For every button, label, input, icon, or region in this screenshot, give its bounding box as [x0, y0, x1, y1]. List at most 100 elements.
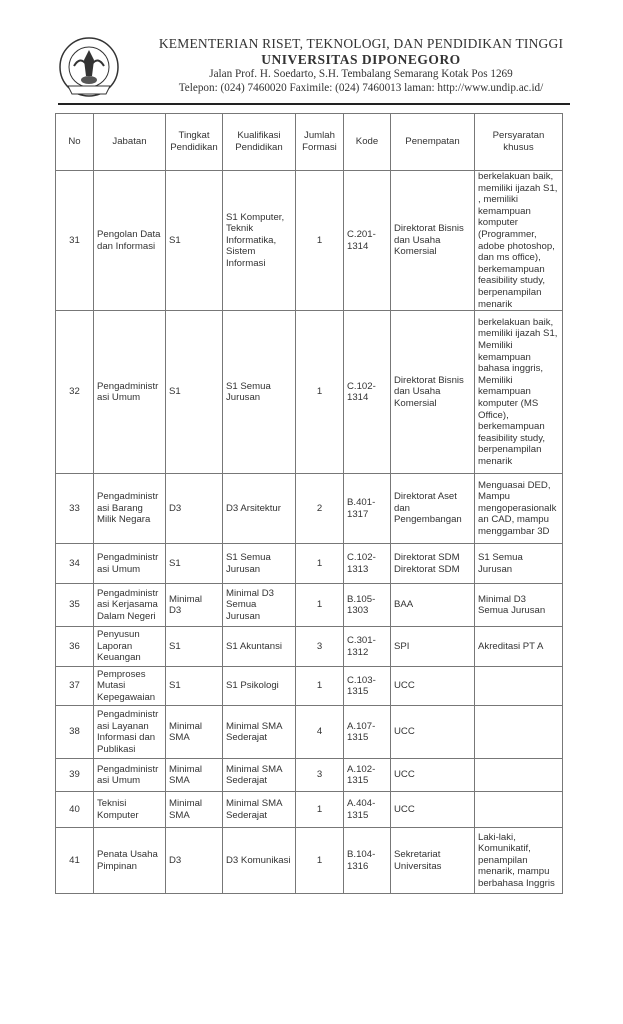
cell-kode: C.103- 1315 [343, 666, 391, 707]
header-divider [58, 103, 570, 105]
cell-kode: C.301- 1312 [343, 626, 391, 668]
cell-jumlah-formasi: 3 [295, 626, 344, 668]
cell-kualifikasi-pendidikan: Minimal SMA Sederajat [222, 758, 296, 793]
cell-tingkat-pendidikan: Minimal SMA [165, 705, 223, 760]
cell-kode: C.201- 1314 [343, 169, 391, 312]
cell-tingkat-pendidikan: Minimal D3 [165, 583, 223, 628]
cell-jumlah-formasi: 1 [295, 791, 344, 829]
contact-info: Telepon: (024) 7460020 Faximile: (024) 7… [178, 82, 544, 94]
cell-jabatan: Pengadministr asi Layanan Informasi dan … [93, 705, 166, 760]
cell-penempatan: UCC [390, 758, 475, 793]
cell-jumlah-formasi: 1 [295, 543, 344, 585]
cell-jabatan: Pengadministr asi Barang Milik Negara [93, 473, 166, 545]
cell-persyaratan-khusus: berkelakuan baik, memiliki ijazah S1, Me… [474, 310, 563, 475]
cell-persyaratan-khusus [474, 758, 563, 793]
cell-persyaratan-khusus [474, 791, 563, 829]
cell-kualifikasi-pendidikan: Minimal D3 Semua Jurusan [222, 583, 296, 628]
cell-tingkat-pendidikan: D3 [165, 473, 223, 545]
cell-no: 33 [55, 473, 94, 545]
cell-kualifikasi-pendidikan: S1 Psikologi [222, 666, 296, 707]
cell-kualifikasi-pendidikan: Minimal SMA Sederajat [222, 705, 296, 760]
cell-penempatan: UCC [390, 705, 475, 760]
cell-tingkat-pendidikan: S1 [165, 310, 223, 475]
cell-persyaratan-khusus: Akreditasi PT A [474, 626, 563, 668]
cell-kualifikasi-pendidikan: S1 Semua Jurusan [222, 310, 296, 475]
cell-persyaratan-khusus: Minimal D3 Semua Jurusan [474, 583, 563, 628]
cell-kode: B.104- 1316 [343, 827, 391, 895]
cell-kode: A.107- 1315 [343, 705, 391, 760]
cell-jumlah-formasi: 1 [295, 310, 344, 475]
cell-persyaratan-khusus [474, 666, 563, 707]
cell-kode: A.102- 1315 [343, 758, 391, 793]
cell-jumlah-formasi: 1 [295, 583, 344, 628]
table-row: 32 Pengadministr asi Umum S1 S1 Semua Jurus… [55, 310, 563, 475]
header-kode: Kode [343, 113, 391, 171]
cell-no: 31 [55, 169, 94, 312]
cell-jumlah-formasi: 1 [295, 666, 344, 707]
cell-jumlah-formasi: 1 [295, 169, 344, 312]
table-row: 38 Pengadministr asi Layanan Informasi da… [55, 705, 563, 760]
cell-tingkat-pendidikan: S1 [165, 666, 223, 707]
header-jumlah-formasi: Jumlah Formasi [295, 113, 344, 171]
cell-persyaratan-khusus [474, 705, 563, 760]
table-row: 36 Penyusun Laporan Keuangan S1 S1 Akuntans… [55, 626, 563, 668]
table-row: 31 Pengolan Data dan Informasi S1 S1 Komput… [55, 169, 563, 312]
cell-no: 40 [55, 791, 94, 829]
letterhead: KEMENTERIAN RISET, TEKNOLOGI, DAN PENDID… [40, 28, 600, 108]
cell-no: 41 [55, 827, 94, 895]
cell-penempatan: UCC [390, 666, 475, 707]
cell-jumlah-formasi: 3 [295, 758, 344, 793]
cell-jabatan: Penata Usaha Pimpinan [93, 827, 166, 895]
cell-no: 39 [55, 758, 94, 793]
cell-jabatan: Pengadministr asi Umum [93, 543, 166, 585]
cell-kode: B.401- 1317 [343, 473, 391, 545]
university-name: UNIVERSITAS DIPONEGORO [261, 52, 461, 67]
cell-kualifikasi-pendidikan: S1 Komputer, Teknik Informatika, Sistem … [222, 169, 296, 312]
cell-penempatan: Direktorat SDM Direktorat SDM [390, 543, 475, 585]
cell-no: 34 [55, 543, 94, 585]
cell-jabatan: Pengolan Data dan Informasi [93, 169, 166, 312]
cell-kode: A.404- 1315 [343, 791, 391, 829]
header-penempatan: Penempatan [390, 113, 475, 171]
cell-tingkat-pendidikan: Minimal SMA [165, 791, 223, 829]
cell-no: 35 [55, 583, 94, 628]
cell-kode: C.102- 1314 [343, 310, 391, 475]
cell-persyaratan-khusus: S1 Semua Jurusan [474, 543, 563, 585]
cell-penempatan: Direktorat Bisnis dan Usaha Komersial [390, 310, 475, 475]
cell-tingkat-pendidikan: S1 [165, 543, 223, 585]
cell-jabatan: Pengadministr asi Kerjasama Dalam Negeri [93, 583, 166, 628]
table-row: 37 Pemproses Mutasi Kepegawaian S1 S1 Psiko… [55, 666, 563, 707]
cell-persyaratan-khusus: Laki-laki, Komunikatif, penampilan menar… [474, 827, 563, 895]
cell-penempatan: Direktorat Aset dan Pengembangan [390, 473, 475, 545]
cell-no: 32 [55, 310, 94, 475]
cell-penempatan: Sekretariat Universitas [390, 827, 475, 895]
cell-persyaratan-khusus: Menguasai DED, Mampu mengoperasionalk an… [474, 473, 563, 545]
cell-no: 38 [55, 705, 94, 760]
cell-no: 36 [55, 626, 94, 668]
ministry-name: KEMENTERIAN RISET, TEKNOLOGI, DAN PENDID… [158, 36, 564, 51]
cell-tingkat-pendidikan: D3 [165, 827, 223, 895]
job-formation-table: No Jabatan Tingkat Pendidikan Kualifikasi P… [55, 113, 563, 895]
table-row: 40 Teknisi Komputer Minimal SMA Minimal SMA… [55, 791, 563, 829]
table-row: 41 Penata Usaha Pimpinan D3 D3 Komunikasi 1 B… [55, 827, 563, 895]
cell-penempatan: BAA [390, 583, 475, 628]
university-seal-logo [59, 37, 119, 97]
cell-kualifikasi-pendidikan: S1 Akuntansi [222, 626, 296, 668]
cell-tingkat-pendidikan: S1 [165, 169, 223, 312]
cell-jumlah-formasi: 4 [295, 705, 344, 760]
cell-tingkat-pendidikan: S1 [165, 626, 223, 668]
cell-jabatan: Penyusun Laporan Keuangan [93, 626, 166, 668]
cell-kode: C.102- 1313 [343, 543, 391, 585]
cell-kualifikasi-pendidikan: D3 Komunikasi [222, 827, 296, 895]
cell-persyaratan-khusus: berkelakuan baik, memiliki ijazah S1, , … [474, 169, 563, 312]
cell-jabatan: Pemproses Mutasi Kepegawaian [93, 666, 166, 707]
cell-penempatan: UCC [390, 791, 475, 829]
cell-kualifikasi-pendidikan: Minimal SMA Sederajat [222, 791, 296, 829]
cell-jumlah-formasi: 1 [295, 827, 344, 895]
header-no: No [55, 113, 94, 171]
header-jabatan: Jabatan [93, 113, 166, 171]
cell-tingkat-pendidikan: Minimal SMA [165, 758, 223, 793]
cell-jabatan: Pengadministr asi Umum [93, 758, 166, 793]
cell-kualifikasi-pendidikan: D3 Arsitektur [222, 473, 296, 545]
cell-jabatan: Pengadministr asi Umum [93, 310, 166, 475]
